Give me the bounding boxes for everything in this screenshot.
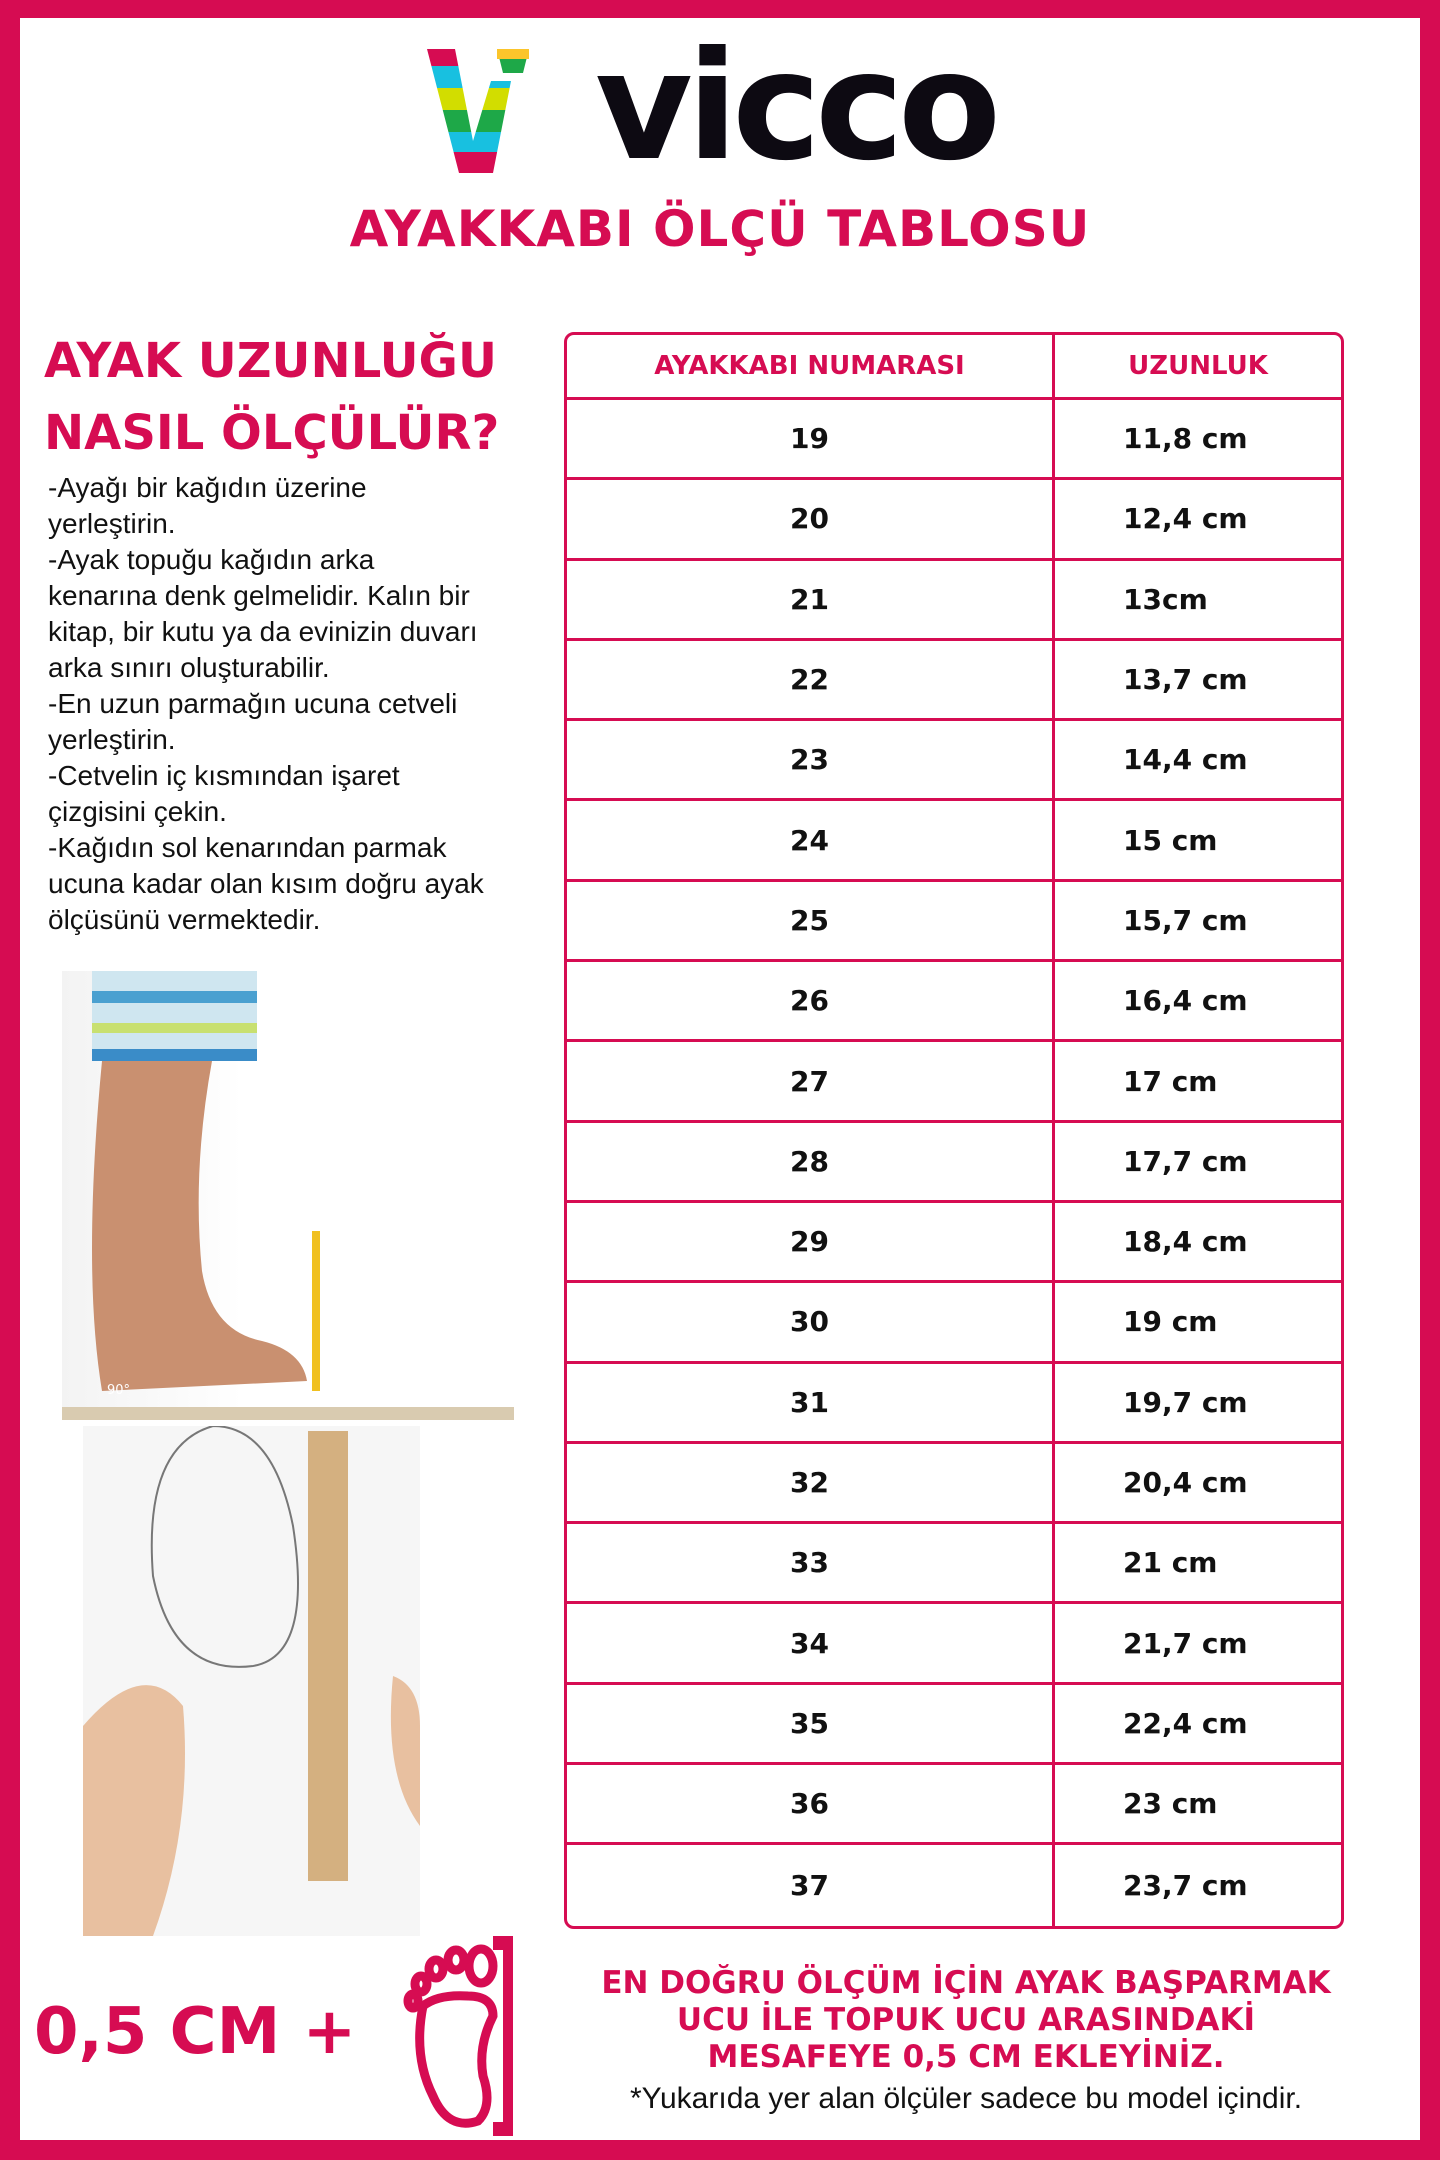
extra-length-label: 0,5 CM + (34, 1995, 357, 2069)
length-cell: 16,4 cm (1055, 962, 1341, 1043)
table-row: 20 12,4 cm (567, 480, 1341, 561)
shoe-size-cell: 29 (567, 1202, 1055, 1284)
length-cell: 13,7 cm (1055, 641, 1341, 722)
shoe-size-cell: 28 (567, 1122, 1055, 1203)
instruction-step: -En uzun parmağın ucuna cetveli yerleşti… (48, 688, 458, 755)
length-cell: 15 cm (1055, 801, 1341, 882)
foot-tracing-photo (83, 1424, 420, 1936)
shoe-size-cell: 21 (567, 560, 1055, 641)
instruction-step: -Ayağı bir kağıdın üzerine yerleştirin. (48, 472, 367, 539)
table-row: 30 19 cm (567, 1283, 1341, 1364)
table-row: 23 14,4 cm (567, 721, 1341, 802)
table-header-row: AYAKKABI NUMARASI UZUNLUK (567, 335, 1341, 400)
table-row: 33 21 cm (567, 1524, 1341, 1605)
shoe-size-cell: 26 (567, 962, 1055, 1043)
shoe-size-cell: 36 (567, 1765, 1055, 1846)
shoe-size-cell: 30 (567, 1283, 1055, 1364)
shoe-size-cell: 22 (567, 640, 1055, 722)
shoe-size-cell: 37 (567, 1845, 1055, 1926)
page-title: AYAKKABI ÖLÇÜ TABLOSU (349, 200, 1091, 258)
table-row: 24 15 cm (567, 801, 1341, 882)
table-row: 31 19,7 cm (567, 1363, 1341, 1444)
length-cell: 11,8 cm (1055, 400, 1341, 481)
length-cell: 15,7 cm (1055, 882, 1341, 963)
table-row: 28 17,7 cm (567, 1122, 1341, 1203)
angle-label: 90° (107, 1383, 130, 1398)
measurement-note: EN DOĞRU ÖLÇÜM İÇİN AYAK BAŞPARMAK UCU İ… (601, 1965, 1331, 2075)
shoe-size-cell: 20 (567, 480, 1055, 561)
baby-foot-photo: 90° (62, 971, 514, 1420)
table-row: 19 11,8 cm (567, 400, 1341, 481)
length-cell: 23 cm (1055, 1765, 1341, 1846)
shoe-size-cell: 34 (567, 1604, 1055, 1685)
table-row: 32 20,4 cm (567, 1443, 1341, 1525)
header-shoe-size: AYAKKABI NUMARASI (567, 335, 1055, 400)
size-table: AYAKKABI NUMARASI UZUNLUK 19 11,8 cm 20 12,… (564, 332, 1344, 1929)
howto-heading-line2: NASIL ÖLÇÜLÜR? (44, 405, 500, 461)
instruction-step: -Kağıdın sol kenarından parmak ucuna kad… (48, 832, 484, 935)
table-row: 29 18,4 cm (567, 1202, 1341, 1284)
howto-heading: AYAK UZUNLUĞU NASIL ÖLÇÜLÜR? (44, 325, 499, 469)
header-length: UZUNLUK (1055, 335, 1341, 400)
table-row: 25 15,7 cm (567, 881, 1341, 963)
length-cell: 21,7 cm (1055, 1604, 1341, 1685)
instruction-step: -Ayak topuğu kağıdın arka kenarına denk … (48, 544, 478, 683)
table-row: 26 16,4 cm (567, 962, 1341, 1043)
instruction-step: -Cetvelin iç kısmından işaret çizgisini … (48, 760, 400, 827)
shoe-size-cell: 32 (567, 1443, 1055, 1525)
shoe-size-cell: 23 (567, 721, 1055, 802)
table-row: 22 13,7 cm (567, 640, 1341, 722)
table-row: 27 17 cm (567, 1042, 1341, 1123)
table-row: 36 23 cm (567, 1765, 1341, 1846)
length-cell: 22,4 cm (1055, 1685, 1341, 1766)
shoe-size-cell: 31 (567, 1363, 1055, 1444)
vicco-logo-icon (427, 49, 529, 173)
table-row: 21 13cm (567, 560, 1341, 641)
shoe-size-cell: 24 (567, 801, 1055, 882)
length-cell: 17,7 cm (1055, 1123, 1341, 1203)
length-cell: 14,4 cm (1055, 721, 1341, 802)
length-cell: 18,4 cm (1055, 1203, 1341, 1284)
shoe-size-cell: 19 (567, 400, 1055, 481)
length-cell: 21 cm (1055, 1524, 1341, 1605)
length-cell: 19,7 cm (1055, 1364, 1341, 1444)
table-row: 35 22,4 cm (567, 1684, 1341, 1766)
shoe-size-cell: 27 (567, 1042, 1055, 1123)
length-cell: 20,4 cm (1055, 1444, 1341, 1525)
length-cell: 23,7 cm (1123, 1868, 1248, 1902)
table-row: 37 23,7 cm (567, 1845, 1341, 1926)
length-cell: 12,4 cm (1055, 480, 1341, 561)
footprint-icon (403, 1936, 513, 2136)
instructions: -Ayağı bir kağıdın üzerine yerleştirin. … (48, 470, 568, 938)
footnote: *Yukarıda yer alan ölçüler sadece bu mod… (629, 2082, 1303, 2115)
length-cell: 17 cm (1055, 1042, 1341, 1123)
shoe-size-cell: 35 (567, 1684, 1055, 1766)
length-cell: 19 cm (1055, 1283, 1341, 1364)
shoe-size-cell: 25 (567, 881, 1055, 963)
length-cell: 13cm (1055, 561, 1341, 641)
brand-name: vicco (595, 20, 1001, 194)
howto-heading-line1: AYAK UZUNLUĞU (44, 333, 497, 389)
shoe-size-cell: 33 (567, 1524, 1055, 1605)
table-row: 34 21,7 cm (567, 1604, 1341, 1685)
